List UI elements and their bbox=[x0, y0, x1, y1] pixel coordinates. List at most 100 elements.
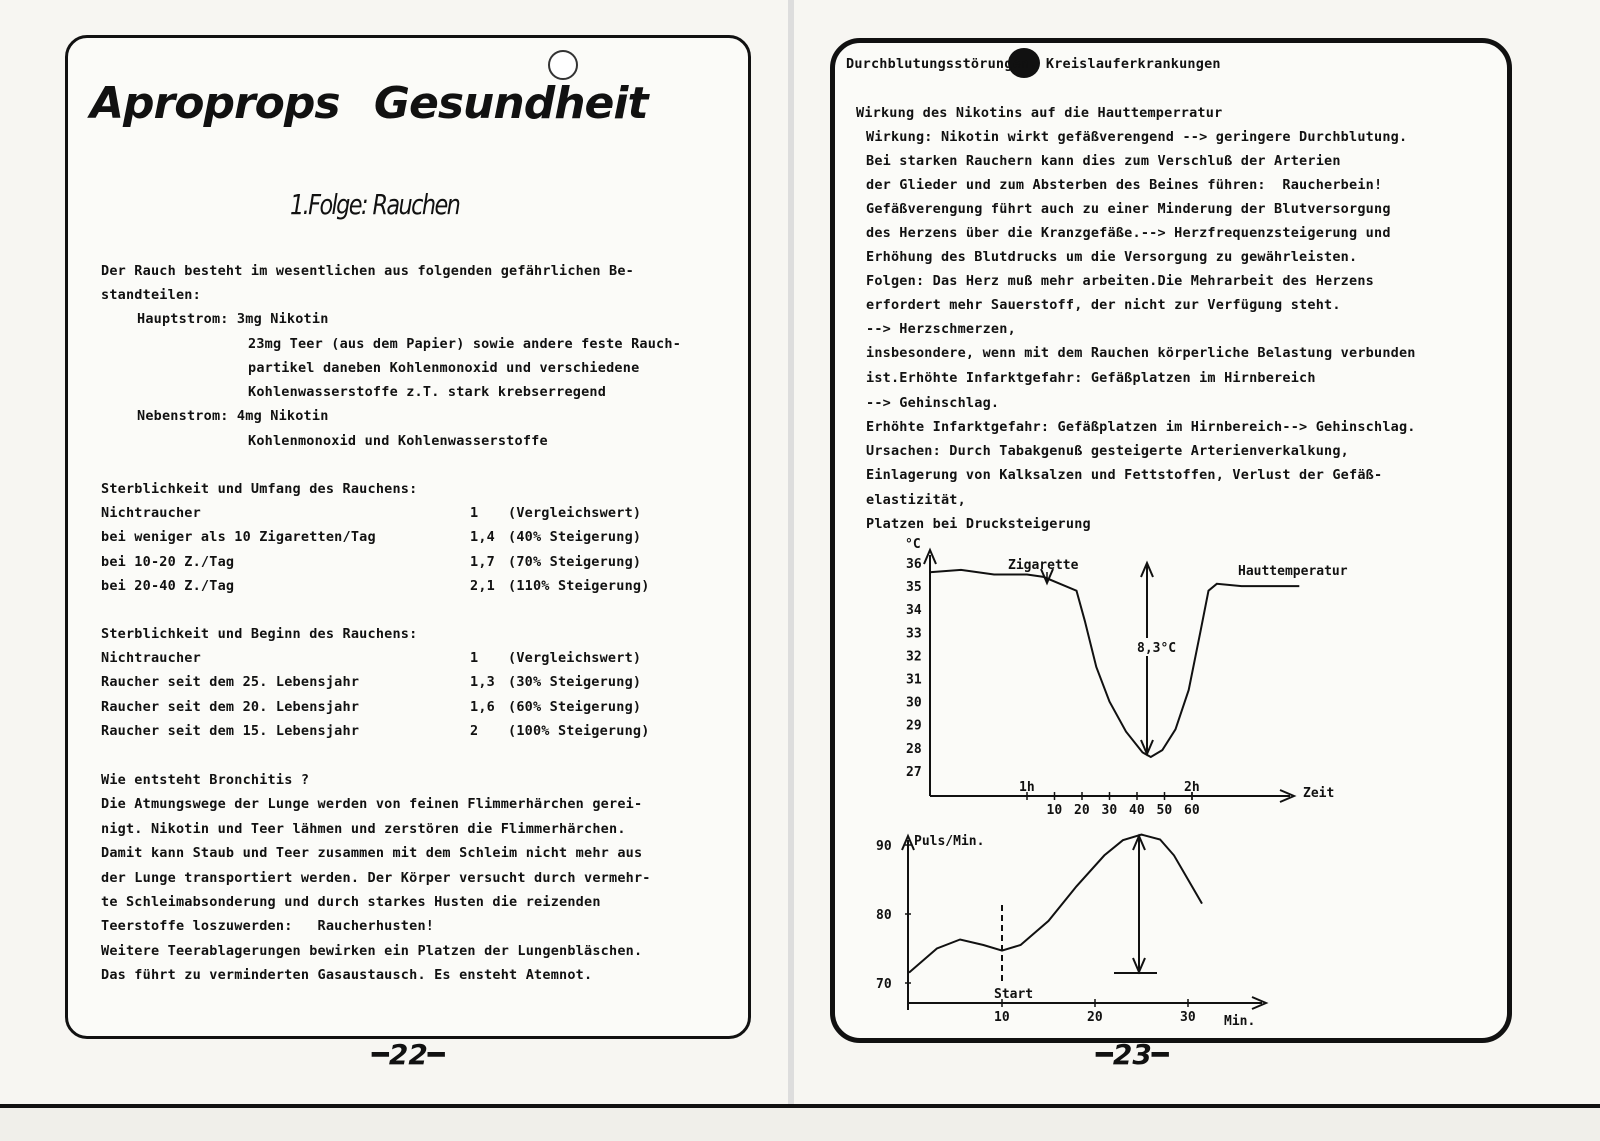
annotation-drop: 8,3°C bbox=[1137, 641, 1176, 656]
y-axis-arrow bbox=[923, 547, 937, 565]
x-tick-label: 60 bbox=[1184, 803, 1200, 818]
table-row-label: Nichtraucher bbox=[101, 505, 201, 521]
text-line: Erhöhte Infarktgefahr: Gefäßplatzen im H… bbox=[866, 419, 1416, 435]
y-axis-label: Puls/Min. bbox=[914, 834, 984, 849]
x-tick-label: 20 bbox=[1074, 803, 1090, 818]
text-line: Platzen bei Drucksteigerung bbox=[866, 516, 1091, 532]
scan-bottom-edge bbox=[0, 1104, 1600, 1141]
table-row-factor: 1 bbox=[470, 505, 479, 521]
drop-label-bg bbox=[1135, 638, 1183, 656]
table-row-factor: 1,6 bbox=[470, 698, 495, 715]
drop-arrow-up bbox=[1140, 560, 1154, 578]
text-line: Folgen: Das Herz muß mehr arbeiten.Die M… bbox=[866, 273, 1374, 289]
y-tick-label: 29 bbox=[906, 719, 922, 734]
text-line: insbesondere, wenn mit dem Rauchen körpe… bbox=[866, 345, 1416, 361]
text-line: Erhöhung des Blutdrucks um die Versorgun… bbox=[866, 249, 1358, 265]
x-tick-label: 30 bbox=[1180, 1010, 1196, 1025]
text-line: --> Herzschmerzen, bbox=[866, 321, 1016, 337]
page-number-22: 22 bbox=[388, 1038, 428, 1071]
y-tick-label: 33 bbox=[906, 626, 922, 641]
text-line: des Herzens über die Kranzgefäße.--> Her… bbox=[866, 225, 1391, 241]
table-row-note: (60% Steigerung) bbox=[508, 698, 642, 715]
text-line: Gefäßverengung führt auch zu einer Minde… bbox=[866, 201, 1391, 217]
page-title: Aproprops Gesundheit bbox=[90, 78, 648, 129]
text-line: Wirkung des Nikotins auf die Hauttemperr… bbox=[856, 105, 1223, 121]
text-line: Ursachen: Durch Tabakgenuß gesteigerte A… bbox=[866, 443, 1350, 459]
annotation-series: Hauttemperatur bbox=[1238, 564, 1348, 579]
x-axis-label: Zeit bbox=[1303, 786, 1334, 801]
x-tick-label: 10 bbox=[1047, 803, 1063, 818]
x-tick-label: 1h bbox=[1019, 780, 1035, 795]
left-page-frame bbox=[65, 35, 751, 1039]
text-line: 23mg Teer (aus dem Papier) sowie andere … bbox=[248, 336, 682, 352]
x-tick-label: 10 bbox=[994, 1010, 1010, 1025]
text-line: der Glieder und zum Absterben des Beines… bbox=[866, 177, 1383, 193]
y-axis-arrow bbox=[901, 833, 915, 851]
table-row-factor: 1,7 bbox=[470, 553, 495, 570]
table-row-note: (Vergleichswert) bbox=[508, 650, 642, 666]
y-axis-unit: °C bbox=[905, 537, 921, 552]
text-line: Sterblichkeit und Beginn des Rauchens: bbox=[101, 626, 418, 642]
y-tick-label: 32 bbox=[906, 649, 922, 664]
page-fold bbox=[788, 0, 794, 1110]
punch-hole-right bbox=[1008, 48, 1040, 78]
y-tick-label: 31 bbox=[906, 673, 922, 688]
text-line: --> Gehinschlag. bbox=[866, 395, 1000, 411]
x-tick-label: 30 bbox=[1102, 803, 1118, 818]
table-row-note: (Vergleichswert) bbox=[508, 505, 642, 521]
x-tick-label: 50 bbox=[1157, 803, 1173, 818]
table-row-note: (30% Steigerung) bbox=[508, 674, 642, 691]
table-row-label: Raucher seit dem 20. Lebensjahr bbox=[101, 698, 360, 715]
table-row-note: (70% Steigerung) bbox=[508, 553, 642, 570]
x-tick-label: 40 bbox=[1129, 803, 1145, 818]
temperature-line bbox=[929, 568, 1300, 759]
text-line: Weitere Teerablagerungen bewirken ein Pl… bbox=[101, 943, 643, 959]
text-line: partikel daneben Kohlenmonoxid und versc… bbox=[248, 360, 640, 376]
text-line: standteilen: bbox=[101, 287, 201, 303]
table-row-factor: 1,3 bbox=[470, 674, 495, 691]
y-tick-label: 28 bbox=[906, 742, 922, 757]
text-line: Einlagerung von Kalksalzen und Fettstoff… bbox=[866, 467, 1383, 483]
table-row-note: (110% Steigerung) bbox=[508, 577, 650, 594]
y-tick-label: 30 bbox=[906, 696, 922, 711]
drop-arrow-down bbox=[1140, 739, 1154, 757]
y-tick-label: 80 bbox=[876, 908, 892, 923]
x-tick-label: 2h bbox=[1184, 780, 1200, 795]
table-row-label: Raucher seit dem 25. Lebensjahr bbox=[101, 674, 360, 691]
x-axis-label: Min. bbox=[1224, 1014, 1255, 1029]
y-tick-label: 27 bbox=[906, 765, 922, 780]
punch-hole-left bbox=[548, 50, 578, 80]
text-line: Kohlenmonoxid und Kohlenwasserstoffe bbox=[248, 433, 548, 449]
x-tick-label: 20 bbox=[1087, 1010, 1103, 1025]
annotation-cigarette: Zigarette bbox=[1008, 558, 1079, 573]
y-tick-label: 34 bbox=[906, 603, 922, 618]
text-line: Die Atmungswege der Lunge werden von fei… bbox=[101, 796, 643, 812]
text-line: Der Rauch besteht im wesentlichen aus fo… bbox=[101, 263, 634, 279]
text-line: Nebenstrom: 4mg Nikotin bbox=[137, 408, 329, 424]
section-heading: Durchblutungsstörungen, Kreislauferkrank… bbox=[846, 56, 1221, 72]
table-row-factor: 1,4 bbox=[470, 529, 495, 546]
text-line: Damit kann Staub und Teer zusammen mit d… bbox=[101, 845, 643, 861]
table-row-label: Nichtraucher bbox=[101, 650, 201, 666]
pulse-line bbox=[908, 833, 1203, 974]
annotation-start: Start bbox=[994, 987, 1033, 1002]
text-line: der Lunge transportiert werden. Der Körp… bbox=[101, 870, 651, 886]
table-row-factor: 2 bbox=[470, 722, 479, 739]
table-row-label: Raucher seit dem 15. Lebensjahr bbox=[101, 722, 360, 739]
table-row-note: (40% Steigerung) bbox=[508, 529, 642, 546]
text-line: Das führt zu verminderten Gasaustausch. … bbox=[101, 967, 593, 983]
table-row-note: (100% Steigerung) bbox=[508, 722, 650, 739]
increase-arrow-up bbox=[1132, 833, 1146, 851]
text-line: te Schleimabsonderung und durch starkes … bbox=[101, 894, 601, 910]
table-row-label: bei 10-20 Z./Tag bbox=[101, 553, 235, 570]
x-axis-arrow bbox=[1251, 996, 1269, 1010]
text-line: Kohlenwasserstoffe z.T. stark krebserreg… bbox=[248, 384, 607, 400]
table-row-factor: 1 bbox=[470, 650, 479, 666]
x-axis-arrow bbox=[1279, 789, 1297, 803]
text-line: Wirkung: Nikotin wirkt gefäßverengend --… bbox=[866, 129, 1408, 145]
text-line: Hauptstrom: 3mg Nikotin bbox=[137, 311, 329, 327]
text-line: Bei starken Rauchern kann dies zum Versc… bbox=[866, 153, 1341, 169]
page-subtitle: 1.Folge: Rauchen bbox=[290, 188, 461, 221]
y-tick-label: 70 bbox=[876, 977, 892, 992]
